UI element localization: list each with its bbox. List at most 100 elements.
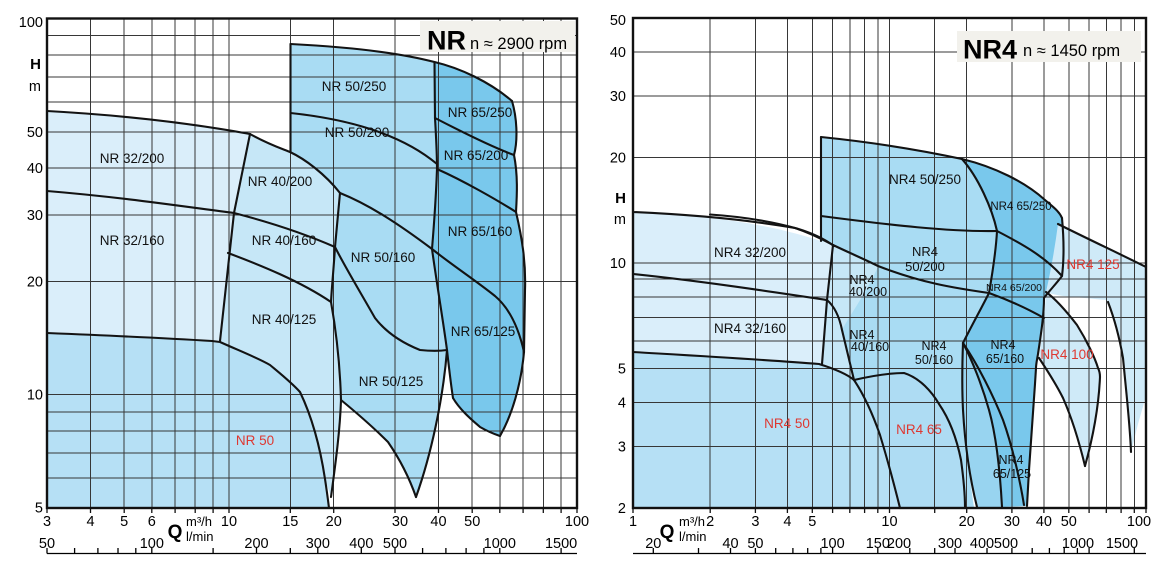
svg-text:NR4: NR4 bbox=[998, 453, 1023, 467]
svg-text:50/200: 50/200 bbox=[905, 259, 945, 274]
svg-text:20: 20 bbox=[959, 514, 975, 530]
svg-text:NR4 50: NR4 50 bbox=[764, 416, 810, 431]
svg-text:15: 15 bbox=[282, 514, 298, 530]
svg-text:NR 65/160: NR 65/160 bbox=[448, 224, 513, 239]
svg-text:1500: 1500 bbox=[1106, 536, 1138, 552]
svg-text:20: 20 bbox=[610, 151, 626, 167]
svg-text:30: 30 bbox=[392, 514, 408, 530]
svg-text:500: 500 bbox=[994, 536, 1018, 552]
svg-text:NR 40/125: NR 40/125 bbox=[252, 312, 317, 327]
svg-text:NR4: NR4 bbox=[990, 338, 1015, 352]
svg-text:6: 6 bbox=[148, 514, 156, 530]
svg-text:150: 150 bbox=[866, 536, 890, 552]
svg-text:1000: 1000 bbox=[484, 536, 516, 552]
svg-text:20: 20 bbox=[27, 275, 43, 291]
svg-text:40: 40 bbox=[1036, 514, 1052, 530]
svg-text:m³/h: m³/h bbox=[186, 514, 212, 529]
svg-text:3: 3 bbox=[43, 514, 51, 530]
svg-text:NR4 65: NR4 65 bbox=[896, 422, 942, 437]
svg-text:50/160: 50/160 bbox=[915, 353, 953, 367]
svg-text:5: 5 bbox=[618, 362, 626, 378]
svg-text:NR4: NR4 bbox=[921, 339, 946, 353]
svg-text:400: 400 bbox=[349, 536, 373, 552]
svg-text:100: 100 bbox=[820, 536, 844, 552]
svg-text:4: 4 bbox=[783, 514, 791, 530]
svg-text:65/160: 65/160 bbox=[986, 352, 1024, 366]
svg-text:100: 100 bbox=[565, 514, 589, 530]
svg-text:l/min: l/min bbox=[186, 529, 213, 544]
svg-text:NR 50/160: NR 50/160 bbox=[351, 250, 416, 265]
svg-text:10: 10 bbox=[221, 514, 237, 530]
svg-text:40/200: 40/200 bbox=[849, 285, 887, 299]
svg-text:50: 50 bbox=[610, 13, 626, 29]
svg-text:NR4: NR4 bbox=[963, 35, 1017, 65]
svg-text:2: 2 bbox=[706, 514, 714, 530]
svg-text:100: 100 bbox=[19, 15, 43, 31]
svg-text:50: 50 bbox=[464, 514, 480, 530]
svg-text:1: 1 bbox=[629, 514, 637, 530]
svg-text:50: 50 bbox=[1061, 514, 1077, 530]
svg-text:300: 300 bbox=[938, 536, 962, 552]
svg-text:30: 30 bbox=[610, 89, 626, 105]
svg-text:NR 32/160: NR 32/160 bbox=[100, 233, 165, 248]
svg-text:NR4 65/250: NR4 65/250 bbox=[990, 201, 1051, 213]
svg-text:NR 65/125: NR 65/125 bbox=[451, 324, 516, 339]
svg-text:40: 40 bbox=[722, 536, 738, 552]
svg-text:100: 100 bbox=[140, 536, 164, 552]
svg-text:40/160: 40/160 bbox=[851, 340, 889, 354]
svg-text:400: 400 bbox=[970, 536, 994, 552]
svg-text:20: 20 bbox=[645, 536, 661, 552]
svg-text:10: 10 bbox=[610, 256, 626, 272]
svg-text:100: 100 bbox=[1127, 514, 1151, 530]
svg-text:NR: NR bbox=[427, 26, 466, 56]
svg-text:NR 50/250: NR 50/250 bbox=[322, 79, 387, 94]
svg-text:1000: 1000 bbox=[1062, 536, 1094, 552]
svg-text:m³/h: m³/h bbox=[679, 514, 705, 529]
svg-text:Q: Q bbox=[168, 522, 183, 543]
svg-text:NR4 100: NR4 100 bbox=[1040, 347, 1093, 362]
svg-text:3: 3 bbox=[618, 439, 626, 455]
svg-text:NR4 32/200: NR4 32/200 bbox=[714, 245, 786, 260]
svg-text:NR4 50/250: NR4 50/250 bbox=[889, 172, 961, 187]
svg-text:NR4 65/200: NR4 65/200 bbox=[986, 282, 1042, 294]
svg-text:5: 5 bbox=[35, 501, 43, 517]
svg-text:4: 4 bbox=[618, 396, 626, 412]
svg-text:50: 50 bbox=[39, 536, 55, 552]
svg-text:NR4 32/160: NR4 32/160 bbox=[714, 321, 786, 336]
svg-text:3: 3 bbox=[751, 514, 759, 530]
svg-text:5: 5 bbox=[808, 514, 816, 530]
svg-text:200: 200 bbox=[244, 536, 268, 552]
svg-text:4: 4 bbox=[86, 514, 94, 530]
svg-text:300: 300 bbox=[306, 536, 330, 552]
svg-text:NR4: NR4 bbox=[912, 244, 938, 259]
svg-text:NR 50/200: NR 50/200 bbox=[325, 125, 390, 140]
svg-text:5: 5 bbox=[120, 514, 128, 530]
svg-text:NR 65/250: NR 65/250 bbox=[448, 105, 513, 120]
svg-text:n ≈ 1450 rpm: n ≈ 1450 rpm bbox=[1023, 42, 1120, 60]
svg-text:l/min: l/min bbox=[679, 529, 706, 544]
svg-text:500: 500 bbox=[383, 536, 407, 552]
svg-text:50: 50 bbox=[27, 125, 43, 141]
svg-text:H: H bbox=[615, 190, 626, 207]
svg-text:NR 50: NR 50 bbox=[236, 433, 274, 448]
svg-text:40: 40 bbox=[27, 161, 43, 177]
svg-text:Q: Q bbox=[660, 522, 675, 543]
svg-text:NR 40/160: NR 40/160 bbox=[252, 233, 317, 248]
svg-text:1500: 1500 bbox=[545, 536, 577, 552]
svg-text:30: 30 bbox=[1004, 514, 1020, 530]
svg-text:NR4 125: NR4 125 bbox=[1066, 257, 1119, 272]
svg-text:10: 10 bbox=[27, 388, 43, 404]
svg-text:NR4: NR4 bbox=[849, 273, 874, 287]
svg-text:NR 65/200: NR 65/200 bbox=[444, 148, 509, 163]
svg-text:40: 40 bbox=[430, 514, 446, 530]
svg-text:m: m bbox=[29, 79, 41, 95]
svg-text:2: 2 bbox=[618, 501, 626, 517]
svg-text:NR 50/125: NR 50/125 bbox=[359, 374, 424, 389]
svg-text:20: 20 bbox=[326, 514, 342, 530]
svg-text:NR 40/200: NR 40/200 bbox=[248, 174, 313, 189]
svg-text:30: 30 bbox=[27, 208, 43, 224]
svg-text:40: 40 bbox=[610, 45, 626, 61]
svg-text:NR4: NR4 bbox=[849, 328, 874, 342]
svg-text:H: H bbox=[30, 56, 41, 73]
svg-text:NR 32/200: NR 32/200 bbox=[100, 151, 165, 166]
